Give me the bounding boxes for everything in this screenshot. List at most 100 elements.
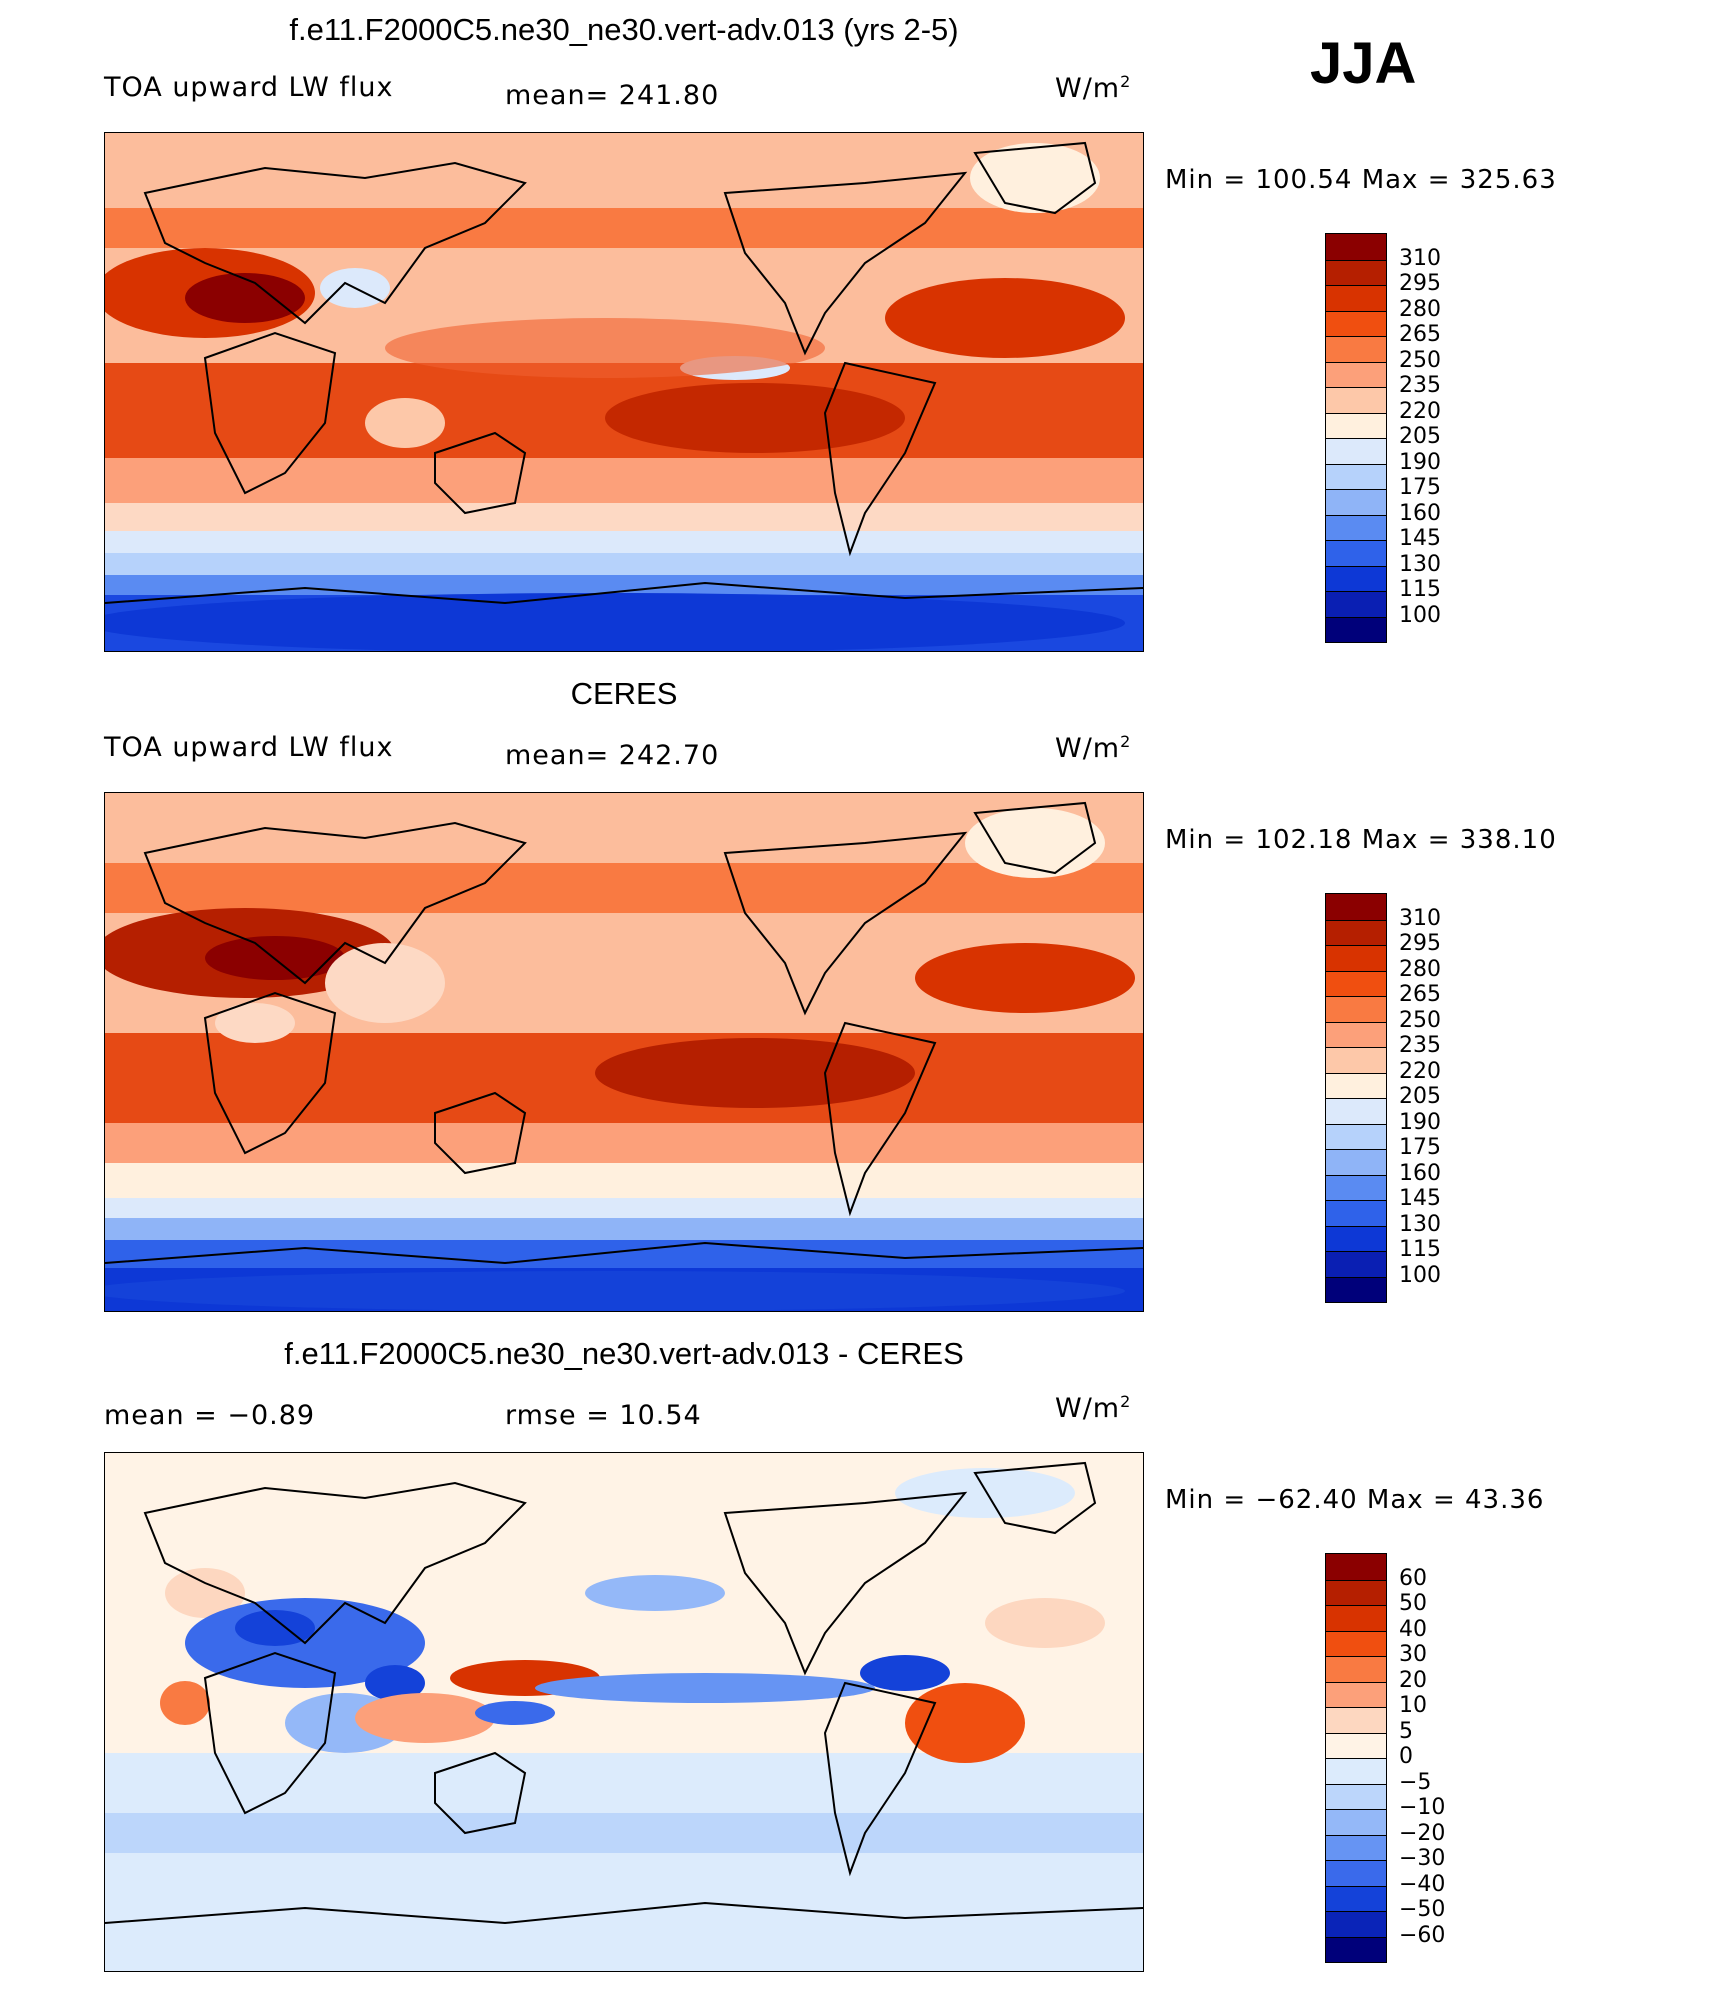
colorbar-swatch bbox=[1326, 1834, 1386, 1860]
colorbar-swatch bbox=[1326, 438, 1386, 464]
units-label-obs: W/m2 bbox=[1055, 732, 1132, 764]
mean-label-obs: mean= 242.70 bbox=[505, 740, 720, 771]
colorbar-swatch bbox=[1326, 894, 1386, 920]
contour-map-diff bbox=[105, 1453, 1143, 1971]
minmax-model: Min = 100.54 Max = 325.63 bbox=[1165, 165, 1557, 195]
colorbar-swatch bbox=[1326, 616, 1386, 642]
colorbar-swatch bbox=[1326, 336, 1386, 362]
colorbar-swatch bbox=[1326, 945, 1386, 971]
colorbar-label: 220 bbox=[1399, 398, 1441, 424]
colorbar-label: 30 bbox=[1399, 1642, 1427, 1667]
colorbar-swatch bbox=[1326, 1681, 1386, 1707]
colorbar-label: 0 bbox=[1399, 1744, 1413, 1769]
colorbar-label: 50 bbox=[1399, 1591, 1427, 1616]
units-label-model: W/m2 bbox=[1055, 72, 1132, 104]
colorbar-label: 295 bbox=[1399, 271, 1441, 296]
contour-map-model bbox=[105, 133, 1143, 651]
minmax-obs: Min = 102.18 Max = 338.10 bbox=[1165, 825, 1557, 855]
colorbar-swatch bbox=[1326, 1200, 1386, 1226]
colorbar-swatch bbox=[1326, 1149, 1386, 1175]
panel-title-diff: f.e11.F2000C5.ne30_ne30.vert-adv.013 - C… bbox=[284, 1336, 964, 1371]
colorbar-label: 235 bbox=[1399, 373, 1441, 398]
colorbar-label: −20 bbox=[1399, 1820, 1446, 1846]
colorbar-frame bbox=[1325, 1553, 1387, 1963]
colorbar-swatch bbox=[1326, 970, 1386, 996]
colorbar-swatch bbox=[1326, 1072, 1386, 1098]
colorbar-label: 130 bbox=[1399, 551, 1441, 577]
colorbar-swatch bbox=[1326, 1707, 1386, 1733]
colorbar-label: 235 bbox=[1399, 1033, 1441, 1058]
colorbar-label: −30 bbox=[1399, 1846, 1446, 1871]
colorbar-swatch bbox=[1326, 540, 1386, 566]
colorbar-swatch bbox=[1326, 463, 1386, 489]
colorbar-swatch bbox=[1326, 285, 1386, 311]
colorbar-swatch bbox=[1326, 1783, 1386, 1809]
minmax-diff: Min = −62.40 Max = 43.36 bbox=[1165, 1485, 1545, 1515]
colorbar-swatch bbox=[1326, 1809, 1386, 1835]
colorbar-label: 115 bbox=[1399, 577, 1441, 602]
colorbar-label: 265 bbox=[1399, 322, 1441, 347]
colorbar-label: 5 bbox=[1399, 1718, 1413, 1744]
colorbar-swatch bbox=[1326, 591, 1386, 617]
season-label: JJA bbox=[1310, 31, 1417, 96]
colorbar-label: 100 bbox=[1399, 1262, 1441, 1288]
colorbar-label: 115 bbox=[1399, 1237, 1441, 1262]
colorbar-label: 100 bbox=[1399, 602, 1441, 628]
colorbar-label: 160 bbox=[1399, 1160, 1441, 1186]
colorbar-label: −50 bbox=[1399, 1897, 1446, 1922]
colorbar-label: −5 bbox=[1399, 1769, 1432, 1795]
colorbar-swatch bbox=[1326, 1885, 1386, 1911]
colorbar-swatch bbox=[1326, 1276, 1386, 1302]
colorbar-label: 145 bbox=[1399, 526, 1441, 551]
colorbar-swatch bbox=[1326, 361, 1386, 387]
colorbar-swatch bbox=[1326, 1174, 1386, 1200]
colorbar-label: 265 bbox=[1399, 982, 1441, 1007]
colorbar-label: 205 bbox=[1399, 1084, 1441, 1109]
colorbar-label: 40 bbox=[1399, 1616, 1427, 1642]
colorbar-swatch bbox=[1326, 565, 1386, 591]
colorbar-label: 205 bbox=[1399, 424, 1441, 449]
mean-label-model: mean= 241.80 bbox=[505, 80, 720, 111]
map-diff bbox=[104, 1452, 1144, 1972]
map-obs bbox=[104, 792, 1144, 1312]
colorbar-swatch bbox=[1326, 489, 1386, 515]
colorbar-swatch bbox=[1326, 259, 1386, 285]
colorbar-label: 20 bbox=[1399, 1667, 1427, 1693]
colorbar-swatch bbox=[1326, 1911, 1386, 1937]
colorbar-swatch bbox=[1326, 234, 1386, 260]
colorbar-label: 10 bbox=[1399, 1693, 1427, 1718]
colorbar-swatch bbox=[1326, 387, 1386, 413]
colorbar-swatch bbox=[1326, 1732, 1386, 1758]
mean-label-diff: mean = −0.89 bbox=[104, 1400, 316, 1431]
colorbar-swatch bbox=[1326, 1047, 1386, 1073]
colorbar-swatch bbox=[1326, 996, 1386, 1022]
colorbar-swatch bbox=[1326, 1656, 1386, 1682]
colorbar-swatch bbox=[1326, 412, 1386, 438]
colorbar-label: 190 bbox=[1399, 449, 1441, 475]
panel-title-model: f.e11.F2000C5.ne30_ne30.vert-adv.013 (yr… bbox=[289, 12, 959, 47]
colorbar-label: 250 bbox=[1399, 1007, 1441, 1033]
field-label-model: TOA upward LW flux bbox=[104, 72, 394, 103]
field-label-obs: TOA upward LW flux bbox=[104, 732, 394, 763]
colorbar-label: 190 bbox=[1399, 1109, 1441, 1135]
colorbar-label: 130 bbox=[1399, 1211, 1441, 1237]
colorbar-label: −60 bbox=[1399, 1922, 1446, 1948]
colorbar-swatch bbox=[1326, 1021, 1386, 1047]
colorbar-label: 220 bbox=[1399, 1058, 1441, 1084]
colorbar-label: −40 bbox=[1399, 1871, 1446, 1897]
colorbar-swatch bbox=[1326, 919, 1386, 945]
colorbar-swatch bbox=[1326, 1936, 1386, 1962]
colorbar-swatch bbox=[1326, 1554, 1386, 1580]
colorbar-swatch bbox=[1326, 514, 1386, 540]
colorbar-label: 295 bbox=[1399, 931, 1441, 956]
rmse-label-diff: rmse = 10.54 bbox=[505, 1400, 702, 1431]
colorbar-label: 60 bbox=[1399, 1565, 1427, 1591]
colorbar-label: 280 bbox=[1399, 296, 1441, 322]
colorbar-swatch bbox=[1326, 1579, 1386, 1605]
colorbar-swatch bbox=[1326, 310, 1386, 336]
colorbar-swatch bbox=[1326, 1098, 1386, 1124]
colorbar-label: 175 bbox=[1399, 475, 1441, 500]
units-label-diff: W/m2 bbox=[1055, 1392, 1132, 1424]
colorbar-label: 145 bbox=[1399, 1186, 1441, 1211]
contour-map-obs bbox=[105, 793, 1143, 1311]
